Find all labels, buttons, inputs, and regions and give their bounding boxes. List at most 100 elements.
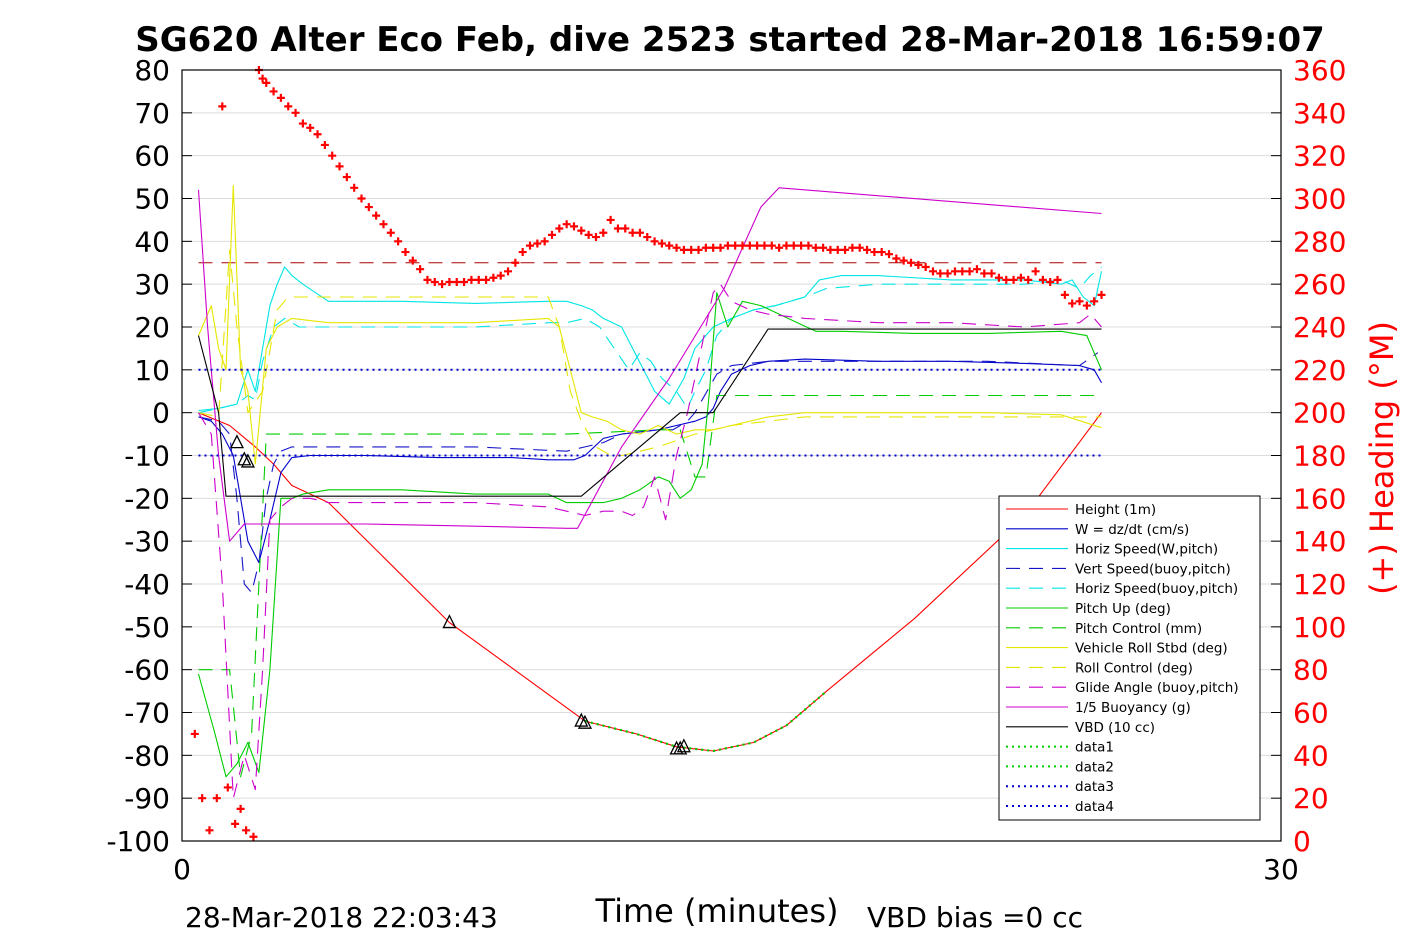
heading-point <box>1090 297 1099 306</box>
heading-point <box>819 243 828 252</box>
legend-label: Horiz Speed(buoy,pitch) <box>1075 581 1238 597</box>
right-tick-label: 120 <box>1293 568 1346 601</box>
right-tick-label: 100 <box>1293 611 1346 644</box>
series-line-1 <box>198 358 1102 564</box>
heading-point <box>650 237 659 246</box>
x-tick-label: 0 <box>173 853 191 886</box>
heading-point <box>504 267 513 276</box>
heading-point <box>205 826 214 835</box>
heading-point <box>1082 301 1091 310</box>
left-tick-label: -60 <box>124 654 170 687</box>
x-tick-label: 30 <box>1263 853 1299 886</box>
heading-point <box>950 267 959 276</box>
series-layer <box>197 185 1103 799</box>
footer-timestamp: 28-Mar-2018 22:03:43 <box>185 901 498 934</box>
left-tick-label: 20 <box>134 311 170 344</box>
heading-point <box>907 258 916 267</box>
legend-label: VBD (10 cc) <box>1075 720 1155 736</box>
heading-point <box>423 275 432 284</box>
left-tick-label: 60 <box>134 140 170 173</box>
heading-point <box>518 248 527 257</box>
x-axis-label: Time (minutes) <box>595 892 839 930</box>
heading-point <box>547 230 556 239</box>
turn-marker <box>237 451 252 466</box>
legend-label: Pitch Control (mm) <box>1075 621 1202 637</box>
heading-point <box>408 256 417 265</box>
left-tick-label: 30 <box>134 268 170 301</box>
heading-point <box>716 243 725 252</box>
legend: Height (1m) W = dz/dt (cm/s) Horiz Speed(W… <box>998 495 1261 821</box>
footer-vbd-bias: VBD bias =0 cc <box>867 901 1083 934</box>
legend-label: Roll Control (deg) <box>1075 660 1193 676</box>
left-tick-label: -80 <box>124 739 170 772</box>
left-tick-label: 80 <box>134 54 170 87</box>
heading-point <box>1031 267 1040 276</box>
heading-point <box>965 267 974 276</box>
heading-point <box>826 245 835 254</box>
legend-label: data3 <box>1075 779 1114 795</box>
heading-point <box>687 245 696 254</box>
heading-point <box>1075 297 1084 306</box>
heading-point <box>1097 290 1106 299</box>
heading-point <box>848 243 857 252</box>
heading-point <box>928 267 937 276</box>
heading-point <box>357 194 366 203</box>
heading-point <box>430 278 439 287</box>
heading-point <box>657 239 666 248</box>
heading-point <box>394 237 403 246</box>
legend-label: Vehicle Roll Stbd (deg) <box>1075 641 1228 657</box>
heading-point <box>306 123 315 132</box>
turn-marker <box>673 740 688 755</box>
heading-point <box>760 241 769 250</box>
heading-point <box>1068 299 1077 308</box>
heading-point <box>936 269 945 278</box>
heading-point <box>665 241 674 250</box>
right-tick-label: 260 <box>1293 268 1346 301</box>
series-line-11 <box>197 328 1102 497</box>
chart-title: SG620 Alter Eco Feb, dive 2523 started 2… <box>135 20 1325 60</box>
heading-point <box>958 267 967 276</box>
heading-point <box>460 278 469 287</box>
legend-label: 1/5 Buoyancy (g) <box>1075 700 1191 716</box>
heading-point <box>841 245 850 254</box>
heading-point <box>335 162 344 171</box>
heading-point <box>386 228 395 237</box>
right-tick-label: 280 <box>1293 225 1346 258</box>
right-tick-label: 300 <box>1293 183 1346 216</box>
heading-point <box>350 183 359 192</box>
turn-marker <box>229 434 245 449</box>
heading-point <box>943 269 952 278</box>
heading-point <box>643 233 652 242</box>
legend-label: Height (1m) <box>1075 502 1156 518</box>
heading-point <box>877 248 886 257</box>
heading-point <box>562 220 571 229</box>
right-tick-label: 140 <box>1293 525 1346 558</box>
heading-point <box>1009 275 1018 284</box>
heading-point <box>753 241 762 250</box>
heading-point <box>452 278 461 287</box>
heading-point <box>511 258 520 267</box>
legend-label: data2 <box>1075 759 1114 775</box>
left-tick-label: 0 <box>152 397 170 430</box>
heading-point <box>555 224 564 233</box>
heading-point <box>223 783 232 792</box>
heading-point <box>885 250 894 259</box>
series-line-2 <box>198 266 1103 412</box>
heading-point <box>372 211 381 220</box>
turn-marker <box>442 614 457 629</box>
heading-point <box>767 241 776 250</box>
heading-point <box>745 241 754 250</box>
heading-point <box>863 245 872 254</box>
heading-point <box>892 254 901 263</box>
left-tick-label: 50 <box>134 183 170 216</box>
series-line-10 <box>197 187 1102 542</box>
heading-point <box>870 248 879 257</box>
heading-point <box>269 87 278 96</box>
x-axis: 0 30 <box>173 831 1299 886</box>
heading-point <box>298 119 307 128</box>
heading-point <box>797 241 806 250</box>
legend-label: Glide Angle (buoy,pitch) <box>1075 680 1239 696</box>
turn-markers <box>229 434 691 755</box>
right-tick-label: 180 <box>1293 440 1346 473</box>
right-tick-label: 20 <box>1293 782 1329 815</box>
